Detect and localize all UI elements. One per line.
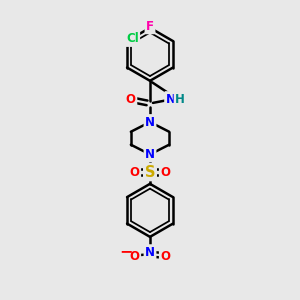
Text: S: S bbox=[145, 165, 155, 180]
Text: N: N bbox=[145, 116, 155, 128]
Text: Cl: Cl bbox=[126, 32, 139, 46]
Text: N: N bbox=[145, 246, 155, 259]
Text: O: O bbox=[130, 166, 140, 178]
Text: O: O bbox=[130, 250, 140, 263]
Text: H: H bbox=[175, 93, 185, 106]
Text: F: F bbox=[146, 20, 154, 33]
Text: O: O bbox=[160, 250, 170, 263]
Text: −: − bbox=[120, 244, 133, 259]
Text: N: N bbox=[145, 148, 155, 161]
Text: O: O bbox=[160, 166, 170, 178]
Text: N: N bbox=[166, 93, 176, 106]
Text: O: O bbox=[126, 93, 136, 106]
